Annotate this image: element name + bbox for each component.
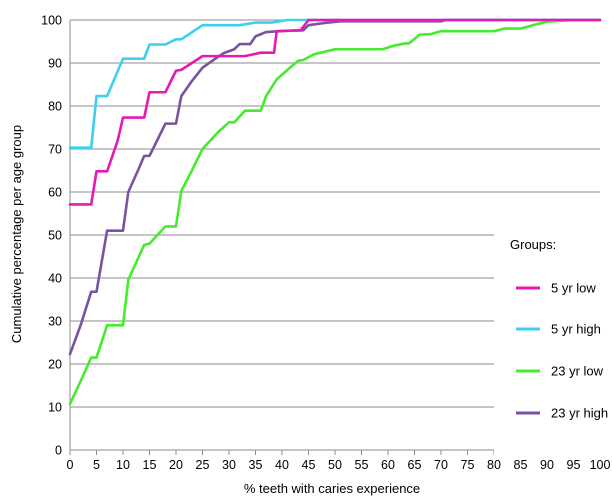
- x-tick-label: 60: [381, 458, 395, 472]
- x-tick-label: 35: [249, 458, 263, 472]
- x-axis-title: % teeth with caries experience: [244, 481, 420, 496]
- x-tick-label: 65: [408, 458, 422, 472]
- legend-background: [494, 226, 612, 460]
- y-tick-label: 80: [48, 100, 62, 114]
- series-line-5-yr-high: [68, 18, 602, 150]
- x-tick-label: 40: [275, 458, 289, 472]
- x-tick-label: 5: [93, 458, 100, 472]
- x-tick-label: 25: [196, 458, 210, 472]
- x-tick-label: 90: [540, 458, 554, 472]
- y-tick-label: 50: [48, 229, 62, 243]
- legend-label: 5 yr high: [551, 322, 601, 337]
- x-tick-label: 50: [328, 458, 342, 472]
- y-tick-label: 90: [48, 57, 62, 71]
- legend: Groups: 5 yr low 5 yr high 23 yr low 23 yr …: [494, 226, 612, 460]
- x-tick-label: 85: [514, 458, 528, 472]
- legend-label: 23 yr low: [551, 364, 604, 379]
- x-tick-label: 80: [487, 458, 501, 472]
- x-tick-label: 20: [169, 458, 183, 472]
- series-line-23-yr-high: [68, 18, 602, 356]
- y-tick-label: 70: [48, 143, 62, 157]
- x-tick-label: 30: [222, 458, 236, 472]
- y-tick-label: 30: [48, 315, 62, 329]
- x-tick-label: 15: [143, 458, 157, 472]
- x-tick-label: 100: [590, 458, 611, 472]
- series-line-5-yr-low: [68, 18, 602, 206]
- tick-labels: 0 10 20 30 40 50 60 70 80 90 100 0 5 10 15 20 25 30 35 40 45…: [41, 14, 610, 473]
- x-tick-label: 70: [434, 458, 448, 472]
- y-tick-label: 10: [48, 401, 62, 415]
- series-lines: [68, 18, 602, 406]
- legend-items: 5 yr low 5 yr high 23 yr low 23 yr high: [516, 281, 608, 421]
- y-tick-label: 100: [41, 14, 62, 28]
- y-tick-label: 60: [48, 186, 62, 200]
- y-tick-label: 20: [48, 358, 62, 372]
- legend-title: Groups:: [510, 237, 556, 252]
- x-tick-label: 95: [567, 458, 581, 472]
- y-tick-label: 40: [48, 272, 62, 286]
- y-axis-title: Cumulative percentage per age group: [9, 125, 24, 343]
- x-tick-label: 75: [461, 458, 475, 472]
- y-tick-label: 0: [55, 444, 62, 458]
- x-tick-label: 55: [355, 458, 369, 472]
- x-tick-label: 45: [302, 458, 316, 472]
- x-tick-label: 10: [116, 458, 130, 472]
- legend-label: 23 yr high: [551, 406, 608, 421]
- legend-label: 5 yr low: [551, 281, 596, 296]
- x-tick-label: 0: [67, 458, 74, 472]
- series-line-23-yr-low: [68, 18, 602, 406]
